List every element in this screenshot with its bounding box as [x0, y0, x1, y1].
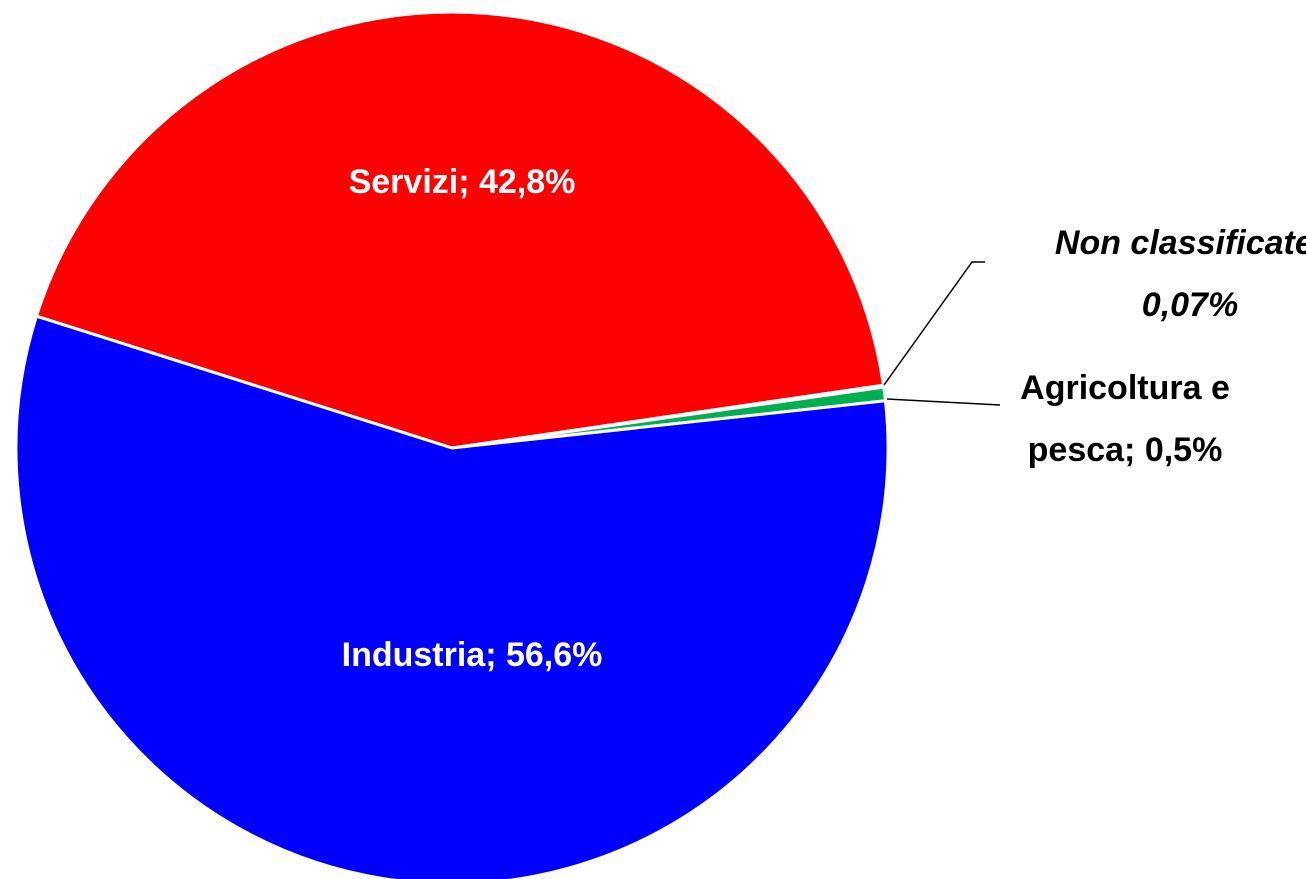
leader-line [886, 398, 1001, 406]
data-label-line: 0,07% [1142, 286, 1238, 324]
data-label: Servizi; 42,8% [349, 163, 576, 201]
data-label-line: Industria; 56,6% [342, 636, 603, 674]
pie-slice [34, 10, 886, 450]
data-label: Agricoltura e pesca; 0,5% [1020, 369, 1230, 469]
leader-line [883, 261, 985, 386]
data-label-line: pesca; 0,5% [1028, 431, 1223, 469]
pie-slice [14, 314, 890, 879]
data-label-line: Servizi; 42,8% [349, 163, 576, 201]
data-label: Industria; 56,6% [342, 636, 603, 674]
data-label: Non classificate; 0,07% [1055, 224, 1306, 324]
data-label-line: Non classificate; [1055, 224, 1306, 262]
data-label-line: Agricoltura e [1020, 369, 1230, 407]
